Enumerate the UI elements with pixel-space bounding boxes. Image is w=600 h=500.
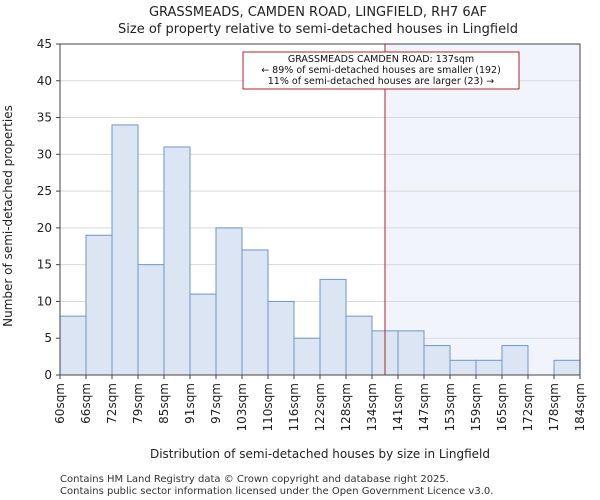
- bar: [397, 330, 425, 376]
- footer-line-1: Contains HM Land Registry data © Crown c…: [60, 474, 449, 485]
- x-tick-label: 122sqm: [313, 383, 327, 431]
- chart-title: GRASSMEADS, CAMDEN ROAD, LINGFIELD, RH7 …: [149, 5, 487, 20]
- y-tick-label: 10: [37, 294, 52, 308]
- y-tick-label: 30: [37, 147, 52, 161]
- bar: [501, 345, 529, 376]
- x-tick-label: 91sqm: [183, 383, 197, 424]
- x-tick-label: 97sqm: [209, 383, 223, 424]
- bar: [423, 345, 451, 376]
- bar: [267, 300, 295, 376]
- annotation-line-1: GRASSMEADS CAMDEN ROAD: 137sqm: [288, 54, 474, 65]
- bar: [319, 278, 347, 376]
- bar: [241, 249, 269, 376]
- bar: [553, 359, 581, 376]
- x-tick-label: 110sqm: [261, 383, 275, 431]
- y-tick-label: 15: [37, 258, 52, 272]
- annotation-box: GRASSMEADS CAMDEN ROAD: 137sqm ← 89% of …: [242, 51, 520, 90]
- y-tick-label: 0: [44, 368, 52, 382]
- footer-line-2: Contains public sector information licen…: [60, 486, 493, 497]
- y-axis-label: Number of semi-detached properties: [1, 105, 15, 327]
- x-tick-label: 153sqm: [443, 383, 457, 431]
- bar: [215, 227, 243, 376]
- bar: [189, 293, 217, 376]
- x-tick-label: 134sqm: [365, 383, 379, 431]
- bar: [111, 124, 139, 376]
- bar: [449, 359, 477, 376]
- annotation-line-2: ← 89% of semi-detached houses are smalle…: [261, 65, 501, 76]
- plot-area: 0 5 10 15 20 25 30 35 40 45 60sqm 66sqm 72sqm 79sqm 85…: [37, 37, 587, 431]
- annotation-frame: [242, 51, 520, 90]
- y-tick-label: 35: [37, 111, 52, 125]
- x-tick-label: 159sqm: [469, 383, 483, 431]
- x-tick-label: 116sqm: [287, 383, 301, 431]
- x-tick-label: 72sqm: [105, 383, 119, 424]
- x-tick-label: 66sqm: [79, 383, 93, 424]
- y-tick-label: 40: [37, 74, 52, 88]
- x-tick-label: 60sqm: [53, 383, 67, 424]
- y-tick-label: 5: [44, 331, 52, 345]
- bar: [163, 146, 191, 376]
- bar: [345, 315, 373, 376]
- chart-subtitle: Size of property relative to semi-detach…: [118, 22, 518, 37]
- y-tick-label: 25: [37, 184, 52, 198]
- x-tick-label: 85sqm: [157, 383, 171, 424]
- bar: [475, 359, 503, 376]
- y-tick-label: 20: [37, 221, 52, 235]
- x-tick-label: 141sqm: [391, 383, 405, 431]
- x-tick-label: 172sqm: [521, 383, 535, 431]
- x-tick-label: 184sqm: [573, 383, 587, 431]
- bar: [85, 234, 113, 376]
- y-tick-label: 45: [37, 37, 52, 51]
- x-tick-label: 128sqm: [339, 383, 353, 431]
- bar: [293, 337, 321, 376]
- x-tick-label: 147sqm: [417, 383, 431, 431]
- bar: [137, 264, 165, 376]
- annotation-line-3: 11% of semi-detached houses are larger (…: [268, 76, 495, 87]
- x-tick-label: 165sqm: [495, 383, 509, 431]
- x-axis-label: Distribution of semi-detached houses by …: [150, 447, 490, 461]
- bar: [59, 315, 87, 376]
- highlight-region: [385, 44, 580, 375]
- x-tick-label: 178sqm: [547, 383, 561, 431]
- x-tick-label: 79sqm: [131, 383, 145, 424]
- x-tick-label: 103sqm: [235, 383, 249, 431]
